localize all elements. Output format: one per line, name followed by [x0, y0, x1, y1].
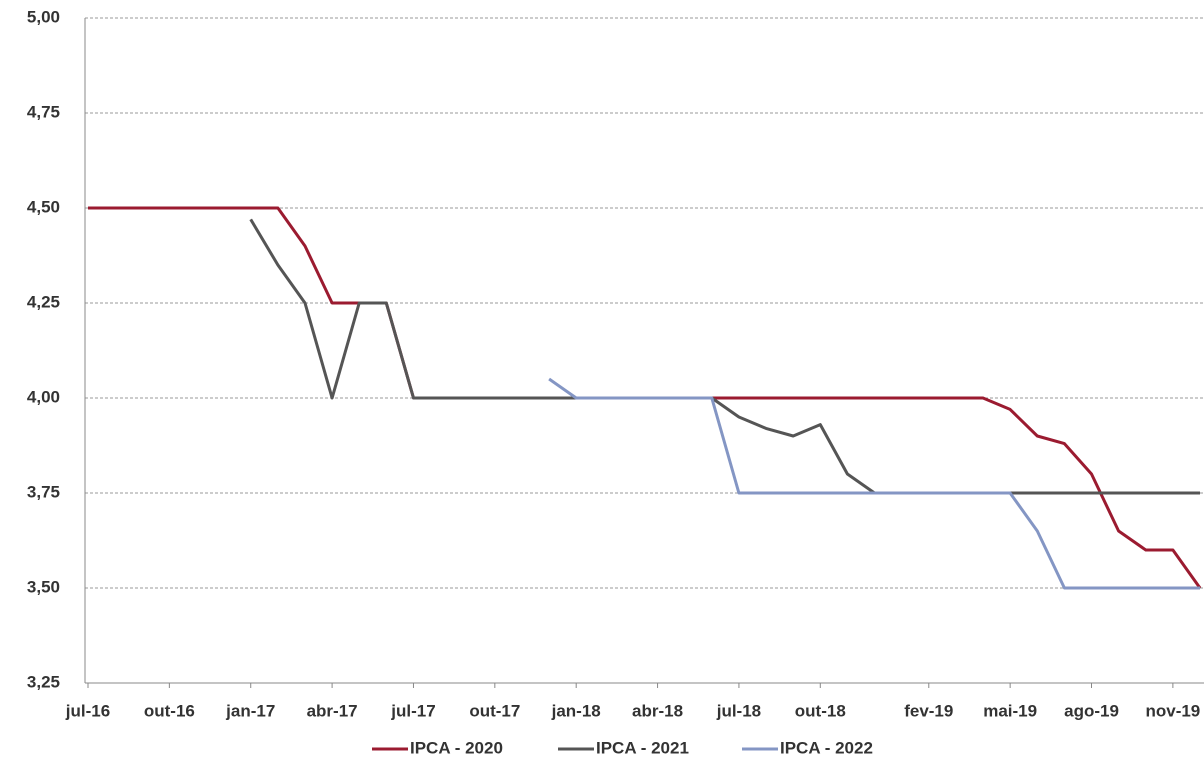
y-tick-label: 4,50 — [27, 197, 60, 216]
x-tick-label: jul-17 — [390, 701, 435, 720]
x-tick-label: jul-18 — [716, 701, 761, 720]
y-tick-label: 5,00 — [27, 7, 60, 26]
x-tick-label: ago-19 — [1064, 701, 1119, 720]
x-tick-label: jul-16 — [65, 701, 110, 720]
legend-label: IPCA - 2021 — [596, 738, 689, 757]
y-tick-label: 4,00 — [27, 387, 60, 406]
x-tick-label: out-16 — [144, 701, 195, 720]
y-tick-label: 3,25 — [27, 672, 60, 691]
series-line — [249, 218, 1200, 495]
y-tick-label: 3,50 — [27, 577, 60, 596]
x-tick-label: out-17 — [469, 701, 520, 720]
x-tick-label: abr-17 — [307, 701, 358, 720]
x-tick-label: out-18 — [795, 701, 846, 720]
y-tick-label: 3,75 — [27, 482, 60, 501]
x-tick-label: abr-18 — [632, 701, 683, 720]
legend-label: IPCA - 2020 — [410, 738, 503, 757]
x-tick-label: fev-19 — [904, 701, 953, 720]
y-tick-label: 4,25 — [27, 292, 60, 311]
legend-label: IPCA - 2022 — [780, 738, 873, 757]
series-line — [548, 377, 1200, 590]
x-tick-label: nov-19 — [1145, 701, 1200, 720]
x-tick-label: mai-19 — [983, 701, 1037, 720]
y-tick-label: 4,75 — [27, 102, 60, 121]
x-tick-label: jan-17 — [225, 701, 275, 720]
x-tick-label: jan-18 — [551, 701, 601, 720]
